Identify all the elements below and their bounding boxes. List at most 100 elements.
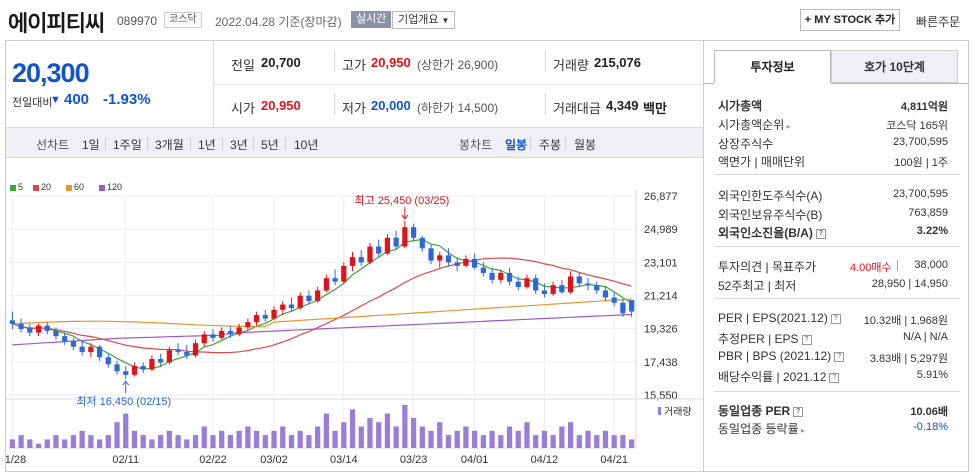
candle-body (437, 255, 443, 261)
divider (565, 137, 566, 150)
candle-body (70, 341, 77, 347)
x-tick-label: 03/14 (330, 454, 358, 466)
volume-bar (219, 430, 225, 448)
candle-body (9, 320, 15, 324)
period-10y-button[interactable]: 10년 (294, 138, 319, 152)
candle-body (219, 330, 225, 338)
candle-body (550, 285, 556, 294)
divider (831, 83, 958, 84)
x-tick-label: 02/11 (112, 454, 139, 466)
realtime-button[interactable]: 실시간 (351, 11, 392, 28)
divider (714, 246, 960, 247)
volume-bar (576, 435, 582, 448)
candle-daily-button[interactable]: 일봉 (505, 138, 528, 152)
help-icon[interactable]: ? (815, 228, 826, 239)
est-per-value: N/A | N/A (902, 331, 948, 343)
candlestick-chart[interactable]: 26,877 24,989 23,101 21,214 19,326 17,438 15,5… (6, 190, 703, 472)
divider (545, 93, 546, 115)
mystock-add-button[interactable]: + MY STOCK 추가 (800, 9, 900, 31)
candle-body (53, 330, 59, 337)
candle-body (585, 283, 591, 286)
volume-bar (428, 430, 434, 448)
ma20-line (12, 257, 632, 354)
volume-bar (550, 435, 556, 448)
candle-body (524, 278, 530, 287)
corp-info-dropdown[interactable]: 기업개요 ▼ (392, 11, 456, 29)
period-1d-button[interactable]: 1일 (82, 138, 100, 152)
period-5y-button[interactable]: 5년 (261, 138, 279, 152)
help-icon[interactable]: ? (801, 334, 812, 345)
candle-weekly-button[interactable]: 주봉 (539, 138, 562, 152)
volume-bar (227, 435, 234, 448)
chevron-down-icon: ▼ (441, 16, 450, 25)
volume-bar (288, 435, 295, 448)
volume-bar (480, 435, 486, 448)
period-1y-button[interactable]: 1년 (198, 138, 216, 152)
volume-bar (96, 439, 103, 448)
period-3y-button[interactable]: 3년 (230, 138, 248, 152)
amount-value: 4,349 (606, 98, 639, 113)
volume-bar (585, 430, 591, 448)
volume-bar (192, 435, 199, 448)
legend-ma20: 20 (33, 182, 51, 192)
open-label: 시가 (231, 101, 255, 116)
candle-body (349, 257, 356, 266)
change-label: 전일대비 (12, 97, 53, 109)
candle-body (131, 366, 138, 375)
volume-bar (18, 435, 24, 448)
foreign-limit-label: 외국인한도주식수(A) (718, 189, 823, 203)
candle-body (567, 276, 574, 293)
legend-swatch (99, 184, 105, 191)
volume-bar (105, 435, 111, 448)
y-tick-label: 17,438 (644, 357, 678, 369)
target-price-value: 38,000 (914, 259, 948, 271)
volume-bar (123, 413, 129, 448)
period-3m-button[interactable]: 3개월 (155, 138, 184, 152)
volume-bar (140, 435, 146, 448)
volume-bar (262, 435, 268, 448)
x-tick-label: 03/23 (400, 454, 428, 466)
tab-invest-info[interactable]: 투자정보 (714, 50, 831, 83)
candle-body (44, 325, 50, 331)
dividend-text: 배당수익률 | 2021.12 (718, 370, 827, 384)
lower-limit: (하한가 14,500) (417, 101, 499, 115)
help-icon[interactable]: ? (830, 313, 841, 324)
volume-bar (114, 422, 120, 448)
par-value: 100원 | 1주 (894, 157, 948, 169)
corp-info-label: 기업개요 (398, 14, 439, 26)
divider (147, 137, 148, 150)
candle-body (611, 297, 617, 303)
volume-bar (149, 439, 155, 448)
candle-body (79, 346, 85, 352)
y-tick-label: 21,214 (644, 291, 678, 303)
candle-monthly-button[interactable]: 월봉 (574, 138, 597, 152)
divider (190, 137, 191, 150)
divider (958, 83, 968, 84)
legend-swatch (10, 184, 16, 191)
legend-label: 5 (18, 182, 24, 192)
candle-body (367, 246, 373, 263)
dividend-label: 배당수익률 | 2021.12? (718, 368, 840, 385)
volume-bar (245, 426, 251, 448)
help-icon[interactable]: ? (829, 372, 840, 383)
candle-body (594, 285, 600, 291)
quote-chart-box (5, 40, 704, 472)
legend-label: 20 (41, 182, 52, 192)
market-badge: 코스닥 (164, 12, 202, 28)
period-1w-button[interactable]: 1주일 (113, 138, 142, 152)
down-arrow-icon: ▼ (50, 94, 61, 106)
volume-bar (184, 439, 190, 448)
candle-body (315, 290, 321, 302)
legend-ma120: 120 (99, 182, 122, 192)
stock-name: 에이피티씨 (8, 11, 105, 36)
help-icon[interactable]: ? (834, 351, 845, 362)
x-tick-label: 04/21 (600, 454, 628, 466)
invest-info-box (704, 40, 969, 472)
tab-order-book[interactable]: 호가 10단계 (831, 50, 958, 83)
help-icon[interactable]: ? (793, 406, 804, 417)
amount-unit: 백만 (643, 101, 667, 116)
foreign-ratio-value: 3.22% (916, 225, 948, 237)
dividend-value: 5.91% (916, 369, 948, 381)
par-label: 액면가 | 매매단위 (718, 155, 806, 169)
quick-order-button[interactable]: 빠른주문 (916, 15, 961, 29)
